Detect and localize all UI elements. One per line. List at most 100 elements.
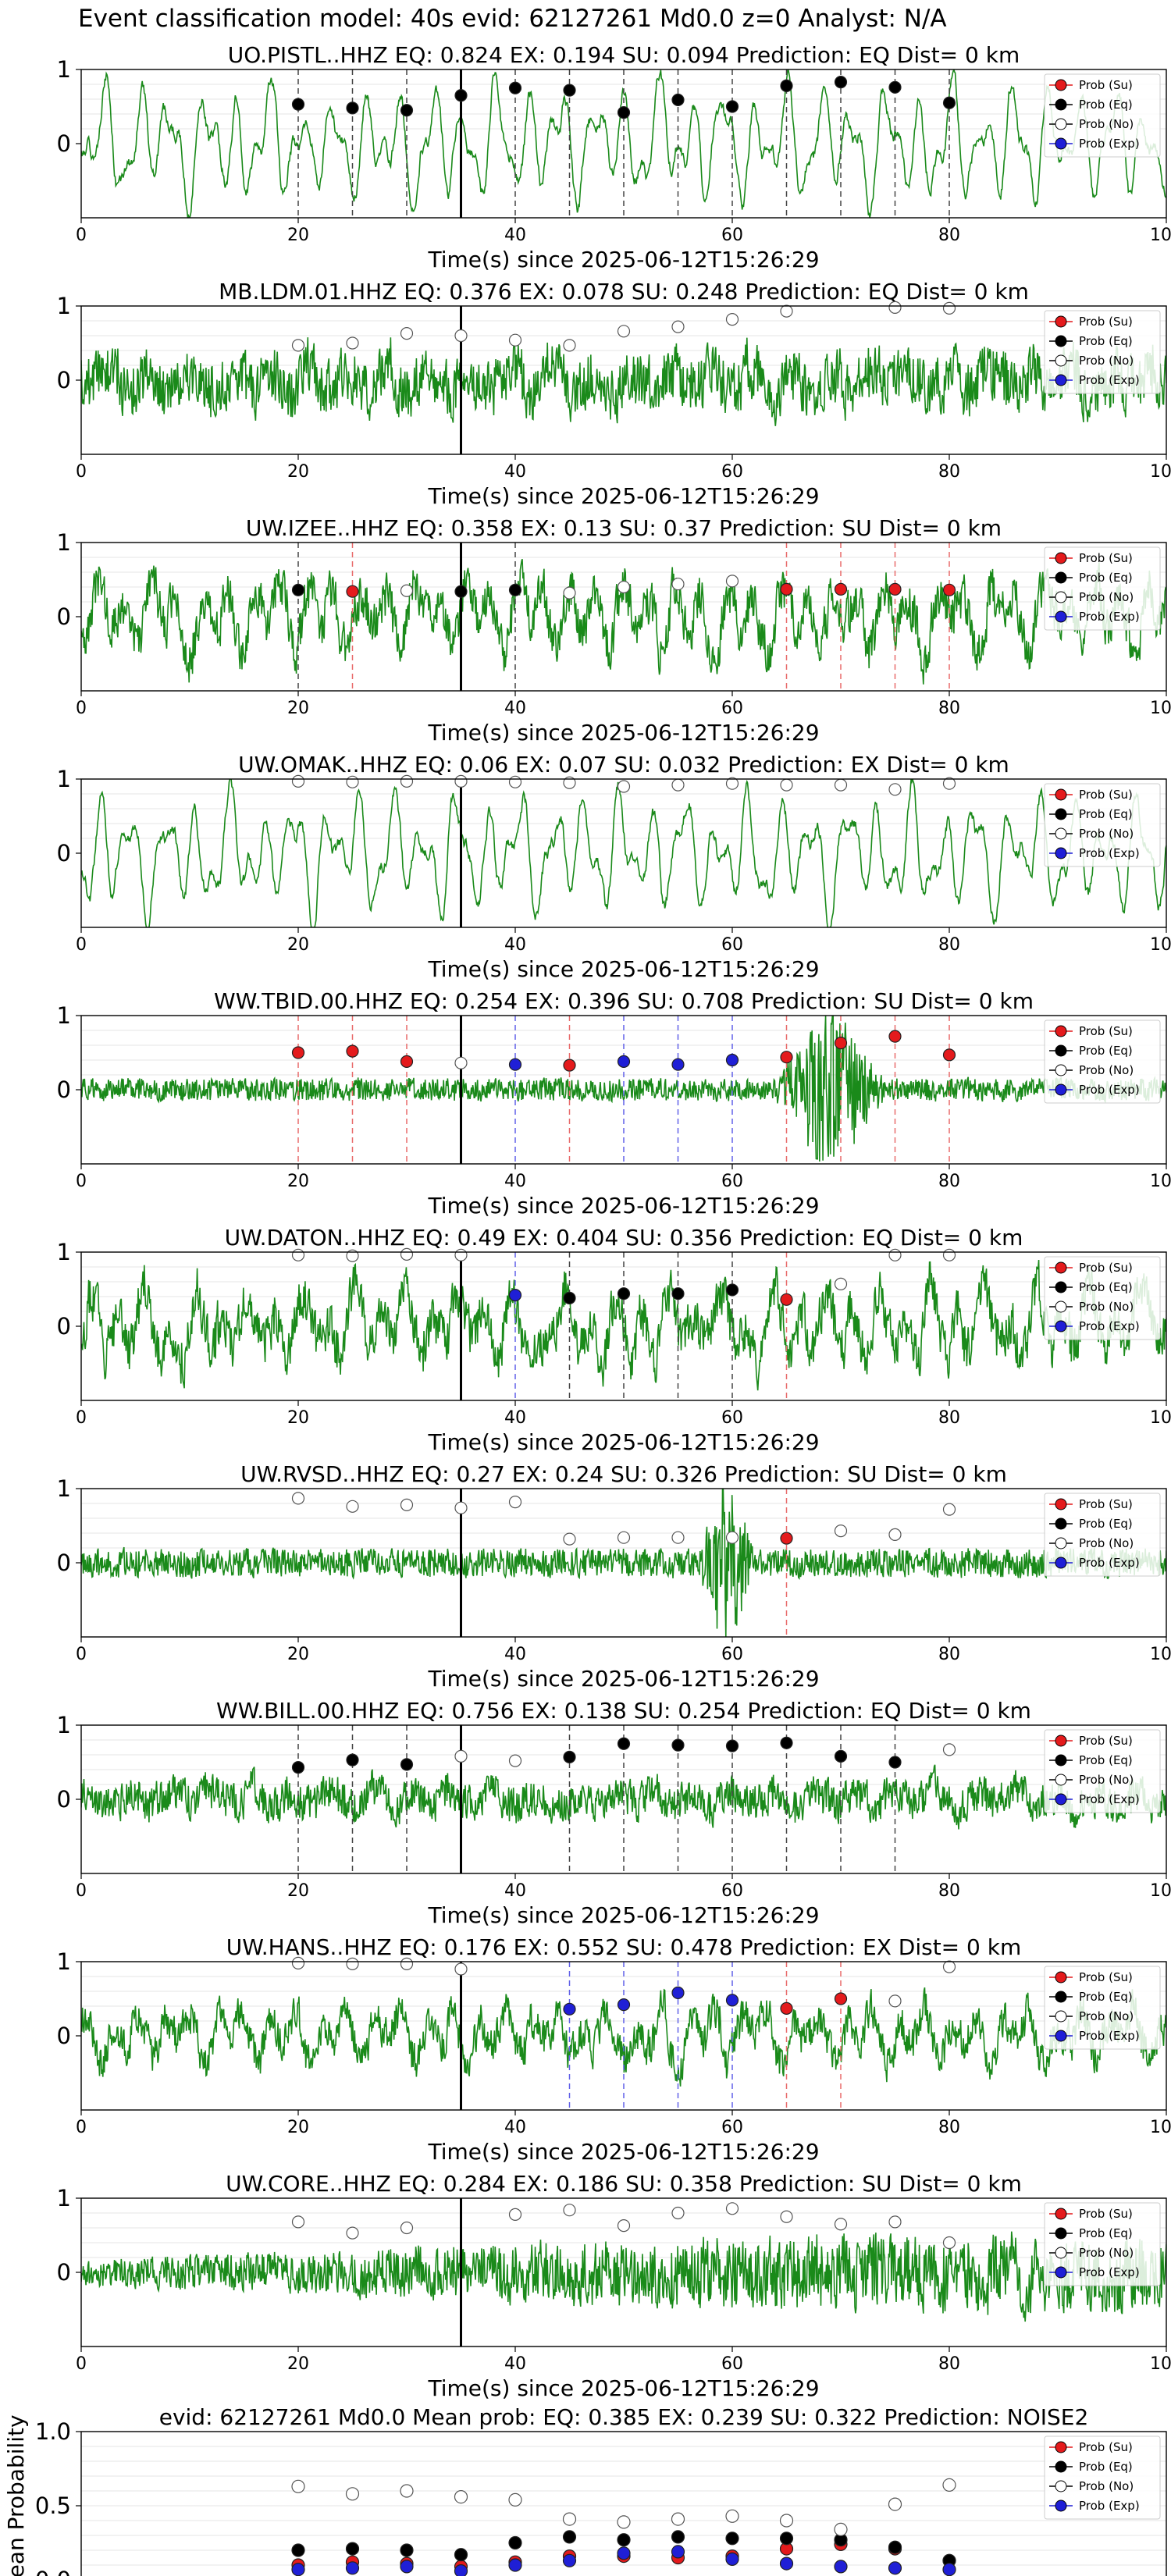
mean-probability-marker — [888, 2497, 902, 2511]
mean-probability-marker — [454, 2548, 468, 2562]
x-tick-label: 100 — [1150, 2354, 1171, 2374]
x-tick-label: 20 — [287, 2118, 309, 2137]
x-tick-label: 100 — [1150, 699, 1171, 718]
x-axis-label: Time(s) since 2025-06-12T15:26:29 — [427, 2139, 819, 2165]
probability-marker — [400, 327, 414, 340]
probability-marker — [563, 2204, 576, 2217]
legend-marker — [1055, 1498, 1067, 1510]
probability-marker — [454, 1962, 468, 1976]
x-tick-label: 40 — [504, 1881, 526, 1901]
x-axis-label: Time(s) since 2025-06-12T15:26:29 — [427, 1193, 819, 1219]
x-tick-label: 40 — [504, 1172, 526, 1191]
x-tick-label: 80 — [938, 2354, 960, 2374]
legend-box — [1044, 1256, 1161, 1340]
y-tick-label: 0 — [57, 130, 71, 157]
probability-marker — [671, 1531, 685, 1544]
station-panel: UO.PISTL..HHZ EQ: 0.824 EX: 0.194 SU: 0.… — [57, 42, 1171, 272]
x-tick-label: 100 — [1150, 935, 1171, 955]
mean-probability-marker — [888, 2540, 902, 2554]
probability-marker — [563, 1059, 576, 1072]
probability-marker — [942, 301, 956, 315]
probability-marker — [617, 1998, 631, 2012]
y-axis-label: Mean Probability — [3, 2414, 29, 2576]
legend-marker — [1055, 1025, 1067, 1037]
probability-marker — [346, 2226, 359, 2240]
probability-marker — [400, 2221, 414, 2235]
probability-marker — [671, 1738, 685, 1752]
legend-label: Prob (Exp) — [1079, 1556, 1140, 1570]
legend-label: Prob (Exp) — [1079, 2499, 1140, 2513]
probability-marker — [454, 1056, 468, 1069]
probability-marker — [617, 580, 631, 594]
mean-probability-marker — [942, 2563, 956, 2576]
x-tick-label: 0 — [76, 226, 87, 245]
probability-marker — [942, 1960, 956, 1973]
probability-marker — [942, 1248, 956, 1261]
legend-label: Prob (Eq) — [1079, 1280, 1133, 1294]
legend-marker — [1055, 1971, 1067, 1984]
y-tick-label: 0 — [57, 840, 71, 866]
y-tick-label: 0 — [57, 2023, 71, 2049]
probability-marker — [888, 1248, 902, 1261]
axes-frame — [80, 778, 1167, 928]
mean-probability-marker — [671, 2530, 685, 2544]
x-tick-label: 80 — [938, 2118, 960, 2137]
probability-marker — [942, 1743, 956, 1756]
x-axis-label: Time(s) since 2025-06-12T15:26:29 — [427, 2375, 819, 2401]
probability-marker — [400, 1247, 414, 1261]
legend-marker — [1055, 591, 1067, 603]
probability-marker — [291, 1248, 305, 1261]
probability-marker — [400, 584, 414, 597]
legend-label: Prob (No) — [1079, 590, 1134, 604]
mean-probability-marker — [508, 2558, 522, 2572]
y-tick-label: 1 — [57, 1948, 71, 1975]
legend-marker — [1055, 2208, 1067, 2220]
probability-marker — [617, 1055, 631, 1069]
y-tick-label: 0.0 — [35, 2567, 71, 2576]
x-tick-label: 20 — [287, 699, 309, 718]
probability-marker — [942, 1048, 956, 1062]
legend-label: Prob (Eq) — [1079, 1517, 1133, 1531]
probability-marker — [834, 1749, 848, 1763]
x-tick-label: 60 — [721, 1881, 743, 1901]
x-tick-label: 0 — [76, 699, 87, 718]
probability-marker — [780, 1532, 793, 1545]
probability-marker — [834, 1277, 848, 1290]
probability-marker — [400, 1055, 414, 1069]
probability-marker — [508, 1288, 522, 1302]
probability-marker — [346, 336, 359, 350]
x-tick-label: 0 — [76, 462, 87, 482]
mean-probability-marker — [725, 2532, 739, 2546]
probability-marker — [888, 2215, 902, 2229]
station-panel: UW.CORE..HHZ EQ: 0.284 EX: 0.186 SU: 0.3… — [57, 2171, 1171, 2401]
mean-probability-marker — [671, 2545, 685, 2559]
legend-marker — [1055, 1517, 1067, 1530]
mean-probability-marker — [400, 2560, 414, 2574]
x-axis-label: Time(s) since 2025-06-12T15:26:29 — [427, 247, 819, 272]
legend-marker — [1055, 2460, 1067, 2473]
probability-marker — [888, 783, 902, 796]
x-tick-label: 100 — [1150, 1408, 1171, 1428]
legend-label: Prob (Eq) — [1079, 2226, 1133, 2240]
legend-label: Prob (No) — [1079, 354, 1134, 368]
legend-marker — [1055, 847, 1067, 859]
probability-marker — [508, 333, 522, 347]
probability-marker — [888, 80, 902, 94]
legend-marker — [1055, 1281, 1067, 1293]
legend-label: Prob (Su) — [1079, 1261, 1133, 1275]
probability-marker — [888, 582, 902, 596]
station-panel: UW.HANS..HHZ EQ: 0.176 EX: 0.552 SU: 0.4… — [57, 1934, 1171, 2165]
legend-marker — [1055, 610, 1067, 623]
x-tick-label: 0 — [76, 935, 87, 955]
legend-marker — [1055, 2030, 1067, 2042]
legend-label: Prob (Exp) — [1079, 1792, 1140, 1806]
legend-box — [1044, 1729, 1161, 1813]
mean-probability-marker — [671, 2512, 685, 2526]
x-tick-label: 100 — [1150, 1172, 1171, 1191]
probability-marker — [291, 98, 305, 111]
legend-marker — [1055, 1991, 1067, 2003]
probability-marker — [780, 582, 793, 596]
x-axis-label: Time(s) since 2025-06-12T15:26:29 — [427, 956, 819, 982]
legend-label: Prob (No) — [1079, 1773, 1134, 1787]
station-panel: WW.BILL.00.HHZ EQ: 0.756 EX: 0.138 SU: 0… — [57, 1698, 1171, 1928]
